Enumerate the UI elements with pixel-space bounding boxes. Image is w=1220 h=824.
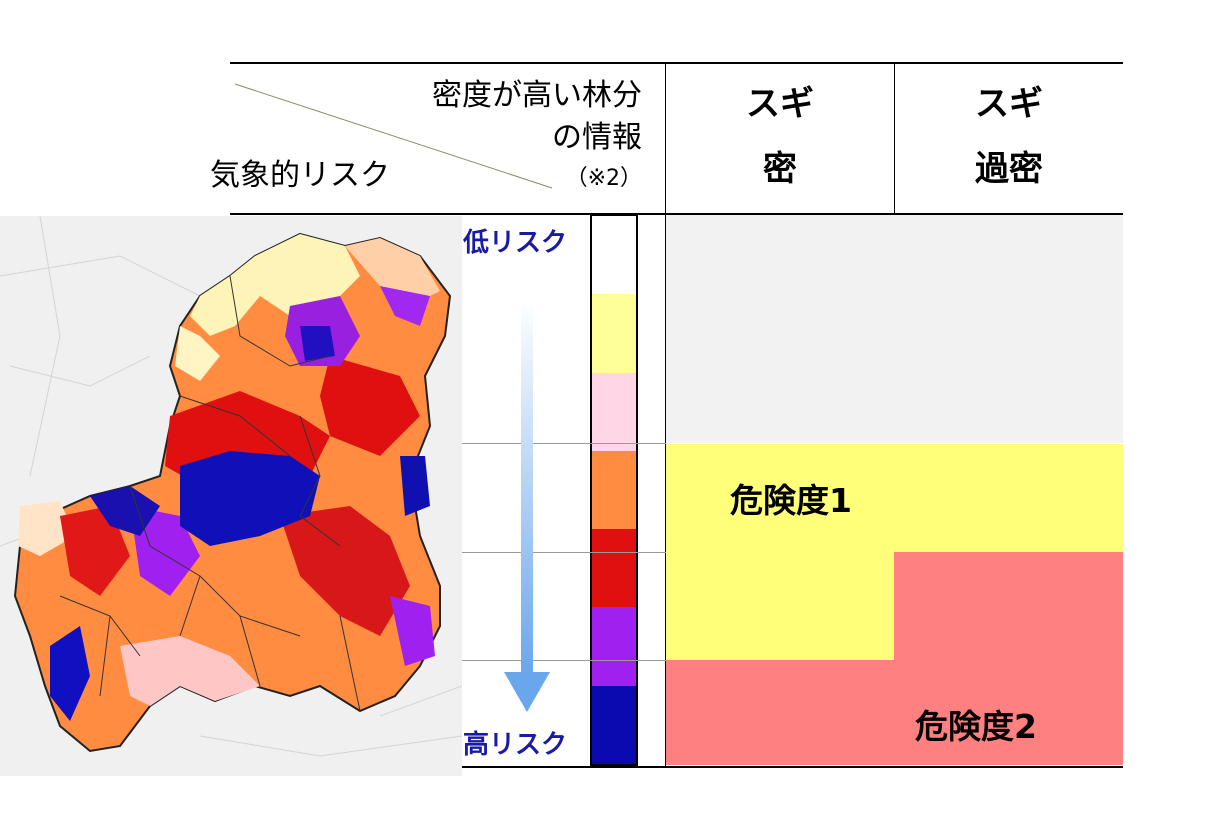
matrix-row3-level2 bbox=[666, 660, 1123, 765]
row-separator-2 bbox=[462, 552, 666, 553]
scale-band-3 bbox=[592, 372, 636, 451]
header-diagonal-line bbox=[234, 83, 553, 189]
risk-map-graphic bbox=[0, 216, 462, 776]
danger-level-1-label: 危険度1 bbox=[730, 481, 852, 520]
matrix-row2-dense-level1 bbox=[666, 552, 894, 660]
body-divider-left bbox=[665, 214, 666, 766]
high-risk-label: 高リスク bbox=[463, 730, 568, 760]
low-risk-label: 低リスク bbox=[463, 228, 568, 258]
header-col-sugi-overdense: スギ 過密 bbox=[895, 72, 1123, 201]
scale-band-7 bbox=[592, 685, 636, 764]
col-sugi-dense-line1: スギ bbox=[746, 84, 814, 124]
header-col-sugi-dense: スギ 密 bbox=[666, 72, 894, 201]
risk-map bbox=[0, 216, 462, 776]
risk-arrow-icon bbox=[504, 300, 550, 712]
matrix-row1-level1 bbox=[666, 444, 1123, 552]
scale-band-5 bbox=[592, 529, 636, 608]
header-divider-mid bbox=[894, 63, 895, 213]
scale-band-6 bbox=[592, 607, 636, 686]
matrix-row2-overdense-level2 bbox=[894, 552, 1123, 660]
scale-band-1 bbox=[592, 216, 636, 295]
header-divider-left bbox=[665, 63, 666, 213]
scale-band-2 bbox=[592, 294, 636, 373]
header-top-rule bbox=[230, 62, 1123, 64]
col-sugi-overdense-line1: スギ bbox=[975, 84, 1043, 124]
header-density-label-line2: の情報 bbox=[552, 120, 642, 155]
row-separator-1 bbox=[462, 443, 666, 444]
table-bottom-rule bbox=[230, 766, 1123, 768]
header-weather-risk-label: 気象的リスク bbox=[210, 158, 390, 193]
col-sugi-overdense-line2: 過密 bbox=[975, 148, 1043, 189]
danger-level-2-label: 危険度2 bbox=[915, 707, 1037, 746]
header-density-label-line1: 密度が高い林分 bbox=[432, 78, 642, 113]
risk-color-scale bbox=[590, 214, 638, 766]
header-bottom-rule bbox=[230, 213, 1123, 215]
row-separator-3 bbox=[462, 660, 666, 661]
header-density-note: （※2） bbox=[565, 166, 642, 191]
scale-band-4 bbox=[592, 450, 636, 530]
col-sugi-dense-line2: 密 bbox=[763, 148, 797, 189]
risk-color-scale-bands bbox=[592, 216, 636, 764]
matrix-cell-none bbox=[666, 215, 1123, 443]
